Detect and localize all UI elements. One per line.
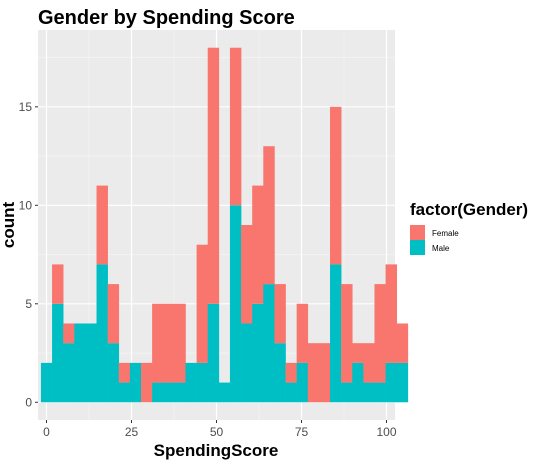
bar-female <box>385 264 398 363</box>
bar-female <box>307 343 320 403</box>
bar-female <box>229 47 242 206</box>
bar-female <box>252 185 264 304</box>
bar-female <box>196 244 209 363</box>
bar-female <box>118 362 131 383</box>
x-tick-label: 100 <box>376 425 396 439</box>
bar-male <box>341 382 353 403</box>
legend-label-female: Female <box>432 229 459 238</box>
bar-male <box>241 323 253 403</box>
y-tick-label: 5 <box>25 297 32 311</box>
bar-male <box>330 264 342 403</box>
bar-male <box>85 323 97 403</box>
bar-male <box>107 343 120 403</box>
bar-male <box>218 382 231 403</box>
x-axis: 0 25 50 75 100 <box>43 420 397 439</box>
bar-male <box>363 382 375 403</box>
y-tick-label: 15 <box>19 100 33 114</box>
bar-female <box>263 146 275 285</box>
bar-male <box>163 382 175 403</box>
bar-male <box>185 362 197 403</box>
bar-male <box>385 362 398 403</box>
bar-male <box>118 382 131 403</box>
bar-female <box>318 343 331 403</box>
bar-male <box>96 264 108 403</box>
legend-key-male <box>410 240 425 255</box>
bar-female <box>396 323 409 363</box>
bar-male <box>352 362 364 403</box>
bar-female <box>207 47 220 304</box>
bar-female <box>174 303 186 383</box>
bar-male <box>152 382 164 403</box>
bar-female <box>330 106 342 265</box>
bar-male <box>129 362 142 403</box>
bar-female <box>285 362 297 383</box>
bar-male <box>63 343 75 403</box>
bar-male <box>40 362 53 403</box>
bar-female <box>363 343 375 383</box>
x-tick-label: 75 <box>295 425 309 439</box>
bar-female <box>96 185 108 265</box>
bar-male <box>252 303 264 403</box>
x-tick-label: 25 <box>125 425 139 439</box>
x-axis-title: SpendingScore <box>154 441 279 460</box>
bar-female <box>341 284 353 383</box>
bar-male <box>207 303 220 403</box>
y-axis: 0 5 10 15 <box>19 100 38 409</box>
bar-female <box>52 264 64 304</box>
y-axis-title: count <box>0 202 18 249</box>
bar-male <box>229 205 242 403</box>
bar-male <box>274 343 286 403</box>
bar-male <box>263 284 275 403</box>
bar-female <box>374 284 386 383</box>
bar-female <box>163 303 175 383</box>
legend-title: factor(Gender) <box>410 200 528 219</box>
bar-male <box>74 323 86 403</box>
bars <box>40 47 409 403</box>
bar-female <box>352 343 364 363</box>
bar-female <box>241 225 253 324</box>
y-tick-label: 10 <box>19 198 33 212</box>
bar-male <box>374 382 386 403</box>
bar-female <box>141 362 153 403</box>
bar-male <box>285 382 297 403</box>
bar-female <box>296 303 309 363</box>
bar-male <box>52 303 64 403</box>
bar-female <box>152 303 164 383</box>
y-tick-label: 0 <box>25 395 32 409</box>
bar-female <box>274 284 286 344</box>
bar-female <box>63 323 75 344</box>
bar-female <box>107 284 120 344</box>
x-tick-label: 0 <box>43 425 50 439</box>
bar-male <box>396 362 409 403</box>
bar-male <box>174 382 186 403</box>
x-tick-label: 50 <box>210 425 224 439</box>
chart-title: Gender by Spending Score <box>38 7 295 29</box>
bar-male <box>196 362 209 403</box>
legend-label-male: Male <box>432 244 450 253</box>
legend: factor(Gender) Female Male <box>410 200 528 255</box>
legend-key-female <box>410 225 425 240</box>
bar-male <box>296 362 309 403</box>
